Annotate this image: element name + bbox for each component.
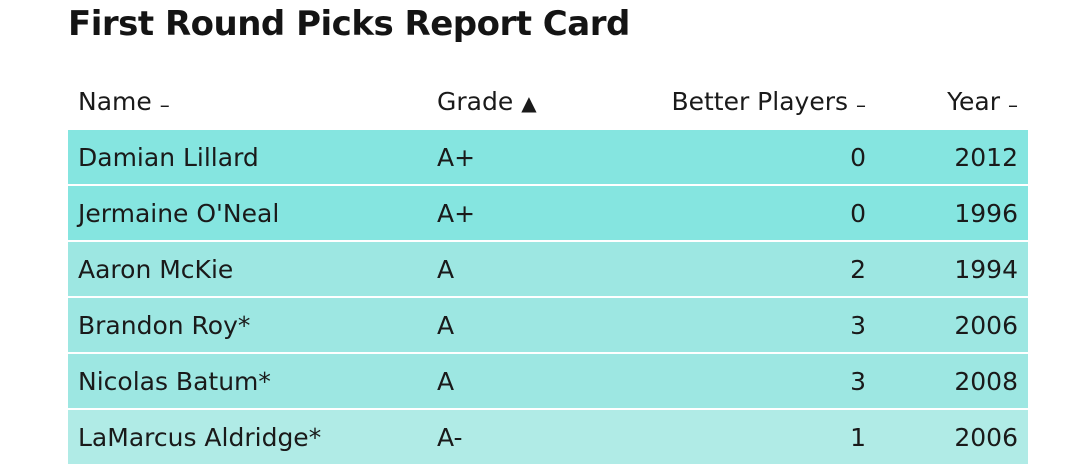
player-name: Jermaine O'Neal bbox=[68, 185, 427, 242]
player-name: Brandon Roy* bbox=[68, 297, 427, 354]
column-header-better-players[interactable]: Better Players – bbox=[612, 72, 876, 130]
page-title: First Round Picks Report Card bbox=[68, 4, 630, 44]
column-header-grade[interactable]: Grade ▲ bbox=[427, 72, 612, 130]
column-header-year[interactable]: Year – bbox=[876, 72, 1028, 130]
better-players-count: 3 bbox=[612, 297, 876, 354]
player-grade: A bbox=[427, 241, 612, 298]
player-grade: A+ bbox=[427, 185, 612, 242]
table-row: Damian Lillard A+ 0 2012 bbox=[68, 130, 1028, 186]
player-name: Nicolas Batum* bbox=[68, 353, 427, 410]
dash-icon[interactable]: – bbox=[856, 92, 866, 117]
better-players-count: 1 bbox=[612, 409, 876, 466]
better-players-count: 3 bbox=[612, 353, 876, 410]
better-players-count: 2 bbox=[612, 241, 876, 298]
better-players-count: 0 bbox=[612, 130, 876, 186]
table-row: LaMarcus Aldridge* A- 1 2006 bbox=[68, 409, 1028, 466]
player-grade: A+ bbox=[427, 130, 612, 186]
dash-icon[interactable]: – bbox=[159, 92, 170, 117]
draft-year: 1996 bbox=[876, 185, 1028, 242]
draft-year: 2012 bbox=[876, 130, 1028, 186]
player-name: Aaron McKie bbox=[68, 241, 427, 298]
player-name: Damian Lillard bbox=[68, 130, 427, 186]
column-header-label: Name bbox=[78, 86, 152, 116]
player-grade: A- bbox=[427, 409, 612, 466]
draft-year: 2006 bbox=[876, 297, 1028, 354]
draft-year: 2006 bbox=[876, 409, 1028, 466]
table-row: Aaron McKie A 2 1994 bbox=[68, 241, 1028, 298]
report-card-table: Name – Grade ▲ Better Players – Year – Damia… bbox=[68, 72, 1028, 466]
column-header-label: Year bbox=[947, 86, 1000, 116]
player-grade: A bbox=[427, 297, 612, 354]
table-header-row: Name – Grade ▲ Better Players – Year – bbox=[68, 72, 1028, 130]
table-row: Jermaine O'Neal A+ 0 1996 bbox=[68, 185, 1028, 242]
column-header-label: Better Players bbox=[671, 86, 848, 116]
player-grade: A bbox=[427, 353, 612, 410]
draft-year: 2008 bbox=[876, 353, 1028, 410]
better-players-count: 0 bbox=[612, 185, 876, 242]
table-row: Nicolas Batum* A 3 2008 bbox=[68, 353, 1028, 410]
draft-year: 1994 bbox=[876, 241, 1028, 298]
sort-ascending-icon[interactable]: ▲ bbox=[521, 90, 537, 115]
table-row: Brandon Roy* A 3 2006 bbox=[68, 297, 1028, 354]
player-name: LaMarcus Aldridge* bbox=[68, 409, 427, 466]
column-header-label: Grade bbox=[437, 86, 514, 116]
dash-icon[interactable]: – bbox=[1008, 92, 1018, 117]
column-header-name[interactable]: Name – bbox=[68, 72, 427, 130]
